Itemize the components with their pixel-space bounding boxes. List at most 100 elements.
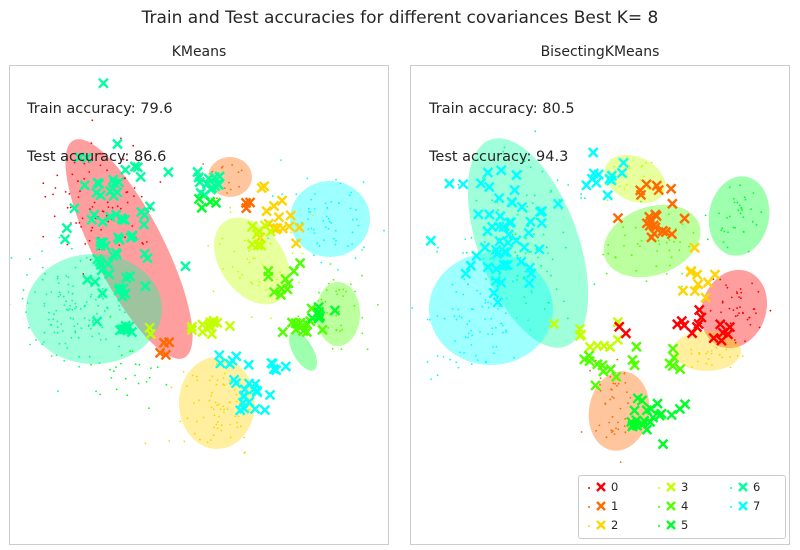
train-point-7 [351, 219, 354, 221]
train-point-2 [235, 400, 238, 403]
train-point-6 [436, 250, 438, 253]
test-point-7 [502, 237, 514, 249]
test-point-4 [667, 343, 679, 355]
train-point-5 [743, 196, 746, 199]
train-point-4 [361, 274, 363, 277]
train-point-6 [534, 130, 537, 133]
train-point-6 [71, 247, 73, 250]
train-point-3 [613, 165, 615, 168]
train-point-1 [609, 398, 612, 401]
test-point-6 [140, 280, 151, 292]
train-point-2 [705, 352, 707, 355]
train-point-7 [426, 361, 429, 363]
train-point-2 [198, 399, 200, 402]
train-point-7 [467, 336, 469, 339]
train-point-6 [551, 258, 554, 261]
test-point-2 [285, 210, 297, 221]
train-point-6 [516, 254, 519, 257]
train-point-4 [297, 315, 300, 318]
train-point-0 [145, 241, 148, 243]
train-point-6 [547, 252, 549, 255]
test-point-5 [636, 395, 648, 406]
train-point-5 [138, 363, 141, 366]
train-point-4 [325, 289, 328, 292]
train-point-6 [56, 275, 59, 278]
train-point-7 [347, 245, 349, 248]
train-point-5 [728, 215, 731, 218]
train-point-3 [239, 277, 241, 279]
train-point-6 [28, 326, 30, 329]
train-point-2 [215, 383, 218, 386]
train-point-6 [89, 328, 92, 330]
train-point-0 [77, 180, 79, 183]
legend-cross-7 [738, 501, 748, 511]
legend-cross-6 [738, 482, 748, 492]
test-point-0 [724, 321, 736, 333]
test-point-4 [610, 371, 622, 383]
test-point-1 [648, 220, 659, 231]
test-point-1 [644, 220, 656, 232]
train-point-5 [90, 363, 92, 366]
train-point-5 [150, 367, 152, 370]
train-point-2 [691, 366, 693, 368]
train-point-5 [728, 186, 731, 189]
train-point-5 [742, 231, 745, 233]
test-point-7 [591, 177, 602, 189]
train-point-6 [522, 277, 525, 280]
train-point-1 [627, 402, 629, 405]
test-point-2 [709, 269, 721, 280]
train-point-1 [202, 163, 205, 166]
train-point-7 [348, 194, 351, 197]
train-point-4 [655, 265, 658, 268]
train-point-6 [68, 308, 71, 310]
train-point-7 [428, 319, 431, 321]
train-point-6 [65, 308, 68, 311]
train-point-0 [728, 307, 731, 310]
train-point-6 [90, 293, 93, 296]
train-point-2 [222, 377, 225, 379]
train-point-6 [477, 158, 479, 161]
test-point-6 [135, 206, 147, 218]
train-point-6 [562, 231, 565, 234]
train-point-2 [711, 364, 713, 366]
train-point-6 [529, 166, 532, 169]
train-point-6 [56, 277, 59, 280]
test-point-4 [288, 265, 300, 277]
train-point-2 [228, 401, 231, 404]
train-point-7 [484, 302, 487, 304]
train-point-6 [43, 305, 46, 307]
train-point-7 [459, 351, 461, 354]
train-point-7 [474, 354, 477, 357]
test-point-0 [696, 312, 707, 323]
test-point-3 [186, 321, 198, 333]
cluster-ellipse-4 [603, 204, 701, 278]
train-point-7 [487, 306, 490, 309]
test-point-7 [523, 277, 535, 289]
test-point-7 [465, 260, 477, 272]
train-point-7 [466, 323, 469, 326]
legend-item-4: 4 [655, 497, 688, 515]
train-point-3 [229, 206, 232, 209]
test-point-7 [491, 263, 502, 275]
train-point-7 [451, 283, 454, 286]
legend-marker-6 [727, 478, 753, 496]
train-point-6 [516, 279, 518, 281]
train-point-6 [485, 278, 487, 280]
train-point-6 [35, 339, 37, 341]
test-point-3 [251, 228, 263, 240]
train-point-7 [307, 228, 310, 230]
train-point-6 [74, 266, 77, 269]
train-point-6 [50, 324, 53, 326]
train-point-6 [58, 291, 61, 294]
train-point-0 [746, 318, 749, 321]
train-point-1 [238, 185, 241, 188]
train-point-6 [90, 258, 93, 261]
train-point-2 [710, 350, 713, 352]
train-point-1 [223, 187, 226, 190]
train-point-0 [709, 309, 712, 312]
train-point-6 [88, 319, 91, 322]
test-point-4 [294, 257, 306, 269]
train-point-7 [491, 333, 494, 336]
train-point-2 [208, 379, 211, 382]
train-point-7 [327, 217, 330, 220]
